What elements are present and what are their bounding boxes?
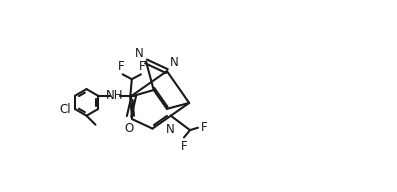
Text: F: F bbox=[200, 121, 207, 134]
Text: F: F bbox=[181, 140, 187, 153]
Text: N: N bbox=[170, 55, 179, 69]
Text: NH: NH bbox=[106, 89, 123, 102]
Text: O: O bbox=[124, 122, 134, 135]
Text: Cl: Cl bbox=[60, 103, 71, 116]
Text: F: F bbox=[118, 60, 124, 73]
Text: N: N bbox=[166, 123, 175, 136]
Text: F: F bbox=[139, 60, 146, 73]
Text: N: N bbox=[135, 47, 143, 60]
